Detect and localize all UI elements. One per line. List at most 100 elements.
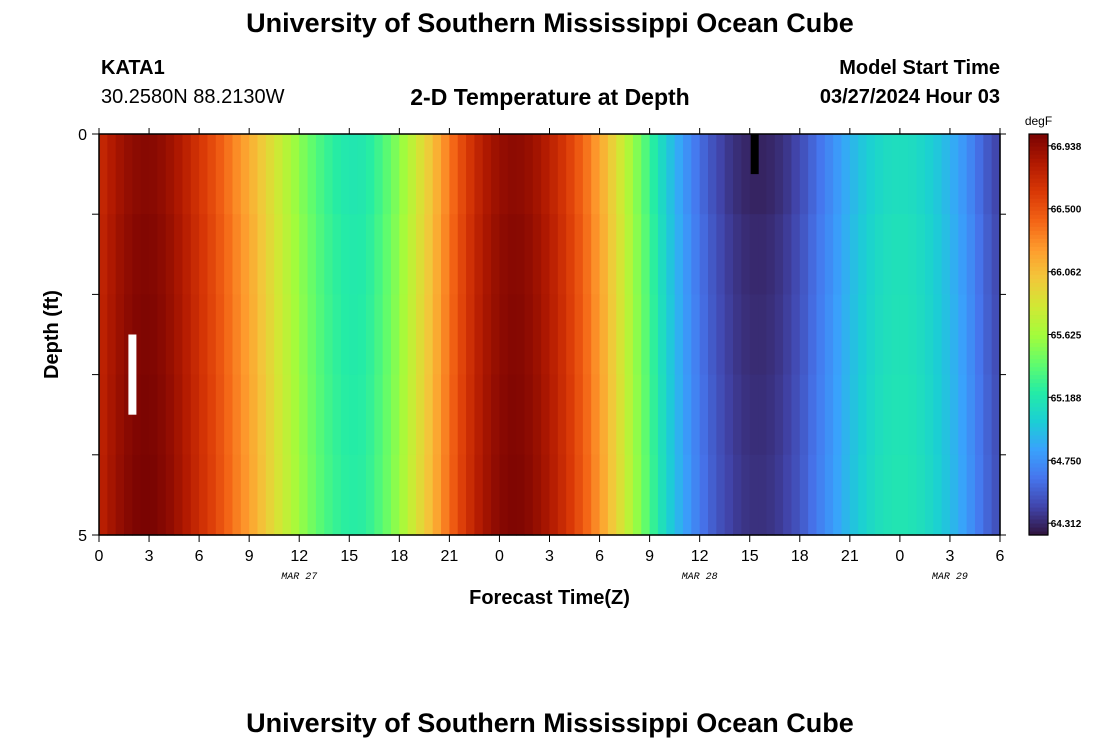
heatmap-cell [866, 454, 876, 536]
heatmap-cell [207, 294, 217, 376]
heatmap-cell [115, 134, 125, 215]
heatmap-cell [507, 454, 517, 536]
heatmap-cell [232, 214, 242, 295]
heatmap-cell [199, 294, 209, 376]
heatmap-cell [924, 134, 934, 215]
heatmap-cell [758, 134, 767, 215]
heatmap-cell [315, 214, 325, 295]
colorbar-step [1029, 230, 1048, 235]
heatmap-cell [149, 134, 158, 215]
heatmap-cell [941, 374, 951, 456]
heatmap-cell [991, 214, 1001, 295]
heatmap-cell [649, 374, 659, 456]
heatmap-cell [416, 214, 425, 295]
heatmap-cell [716, 454, 726, 536]
heatmap-cell [941, 214, 951, 295]
heatmap-cell [499, 134, 509, 215]
colorbar-step [1029, 158, 1048, 163]
heatmap-cell [716, 294, 726, 376]
heatmap-cell [282, 134, 292, 215]
colorbar-step [1029, 522, 1048, 528]
heatmap-cell [99, 214, 108, 295]
heatmap-cell [974, 374, 984, 456]
heatmap-cell [899, 294, 909, 376]
heatmap-cell [591, 374, 601, 456]
heatmap-cell [399, 294, 409, 376]
heatmap-cell [374, 294, 384, 376]
heatmap-cell [299, 214, 309, 295]
heatmap-cell [841, 214, 851, 295]
colorbar-step [1029, 486, 1048, 492]
colorbar-tick-label: 64.750 [1051, 456, 1082, 467]
colorbar-step [1029, 374, 1048, 380]
heatmap-cell [799, 134, 809, 215]
heatmap-cell [416, 294, 425, 376]
colorbar-step [1029, 214, 1048, 219]
heatmap-cells [99, 134, 1001, 536]
colorbar-step [1029, 450, 1048, 456]
heatmap-cell [424, 134, 434, 215]
heatmap-cell [883, 294, 893, 376]
colorbar-step [1029, 406, 1048, 412]
heatmap-cell [674, 374, 684, 456]
colorbar-step [1029, 350, 1048, 356]
heatmap-cell [716, 374, 726, 456]
heatmap-cell [682, 214, 692, 295]
heatmap-cell [282, 374, 292, 456]
heatmap-cell [157, 214, 167, 295]
heatmap-cell [816, 214, 826, 295]
heatmap-cell [699, 134, 709, 215]
heatmap-cell [591, 134, 601, 215]
heatmap-cell [424, 454, 434, 536]
heatmap-cell [240, 294, 250, 376]
heatmap-cell [357, 374, 367, 456]
heatmap-cell [499, 454, 509, 536]
colorbar-step [1029, 190, 1048, 195]
heatmap-cell [207, 134, 217, 215]
heatmap-cell [182, 294, 192, 376]
heatmap-cell [733, 294, 742, 376]
colorbar-step [1029, 502, 1048, 508]
heatmap-cell [282, 454, 292, 536]
x-tick-label: 6 [996, 548, 1005, 565]
colorbar-step [1029, 178, 1048, 183]
x-tick-label: 21 [841, 548, 859, 565]
heatmap-cell [124, 134, 133, 215]
heatmap-cell [249, 134, 259, 215]
heatmap-cell [733, 214, 742, 295]
colorbar-tick-label: 66.938 [1051, 142, 1082, 153]
heatmap-cell [783, 454, 793, 536]
heatmap-cell [808, 134, 818, 215]
heatmap-cell [699, 454, 709, 536]
heatmap-cell [232, 134, 242, 215]
heatmap-cell [299, 454, 309, 536]
heatmap-cell [407, 374, 417, 456]
heatmap-cell [549, 294, 559, 376]
heatmap-cell [290, 454, 300, 536]
x-axis: 0 3 6 9 12 15 18 21 0 3 6 9 12 15 18 21 0 3 6 MAR 27 MAR 28 M… [95, 128, 1005, 583]
x-axis-label: Forecast Time(Z) [469, 587, 630, 609]
heatmap-cell [407, 134, 417, 215]
colorbar-step [1029, 506, 1048, 512]
colorbar-step [1029, 194, 1048, 199]
heatmap-cell [724, 454, 734, 536]
heatmap-cell [432, 294, 442, 376]
x-tick-label: 12 [290, 548, 308, 565]
colorbar-step [1029, 510, 1048, 516]
colorbar-step [1029, 418, 1048, 424]
colorbar-step [1029, 238, 1048, 243]
heatmap-cell [340, 294, 350, 376]
colorbar-step [1029, 394, 1048, 400]
heatmap-cell [199, 214, 209, 295]
heatmap-cell [874, 374, 884, 456]
heatmap-cell [758, 374, 767, 456]
colorbar-step [1029, 466, 1048, 472]
colorbar-step [1029, 186, 1048, 191]
heatmap-cell [949, 454, 959, 536]
heatmap-cell [474, 134, 484, 215]
heatmap-cell [983, 134, 993, 215]
heatmap-cell [466, 134, 476, 215]
heatmap-cell [99, 134, 108, 215]
heatmap-cell [616, 374, 626, 456]
heatmap-cell [899, 374, 909, 456]
